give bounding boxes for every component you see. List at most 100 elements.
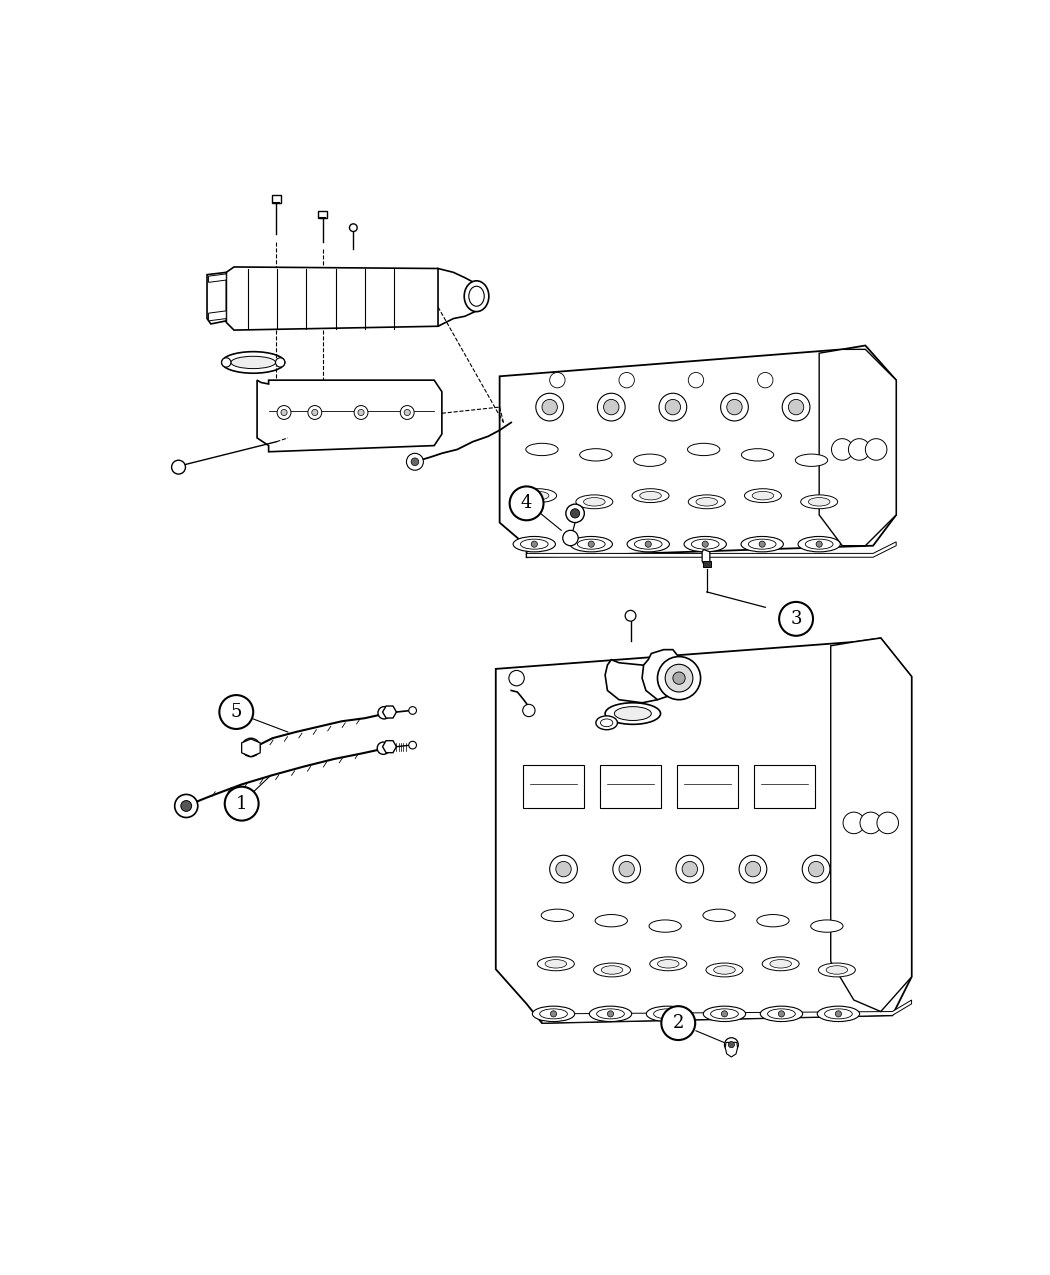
Circle shape <box>676 856 704 884</box>
Circle shape <box>377 742 390 755</box>
Circle shape <box>555 862 571 877</box>
Circle shape <box>550 372 565 388</box>
Polygon shape <box>438 269 477 326</box>
Ellipse shape <box>811 921 843 932</box>
Text: 5: 5 <box>231 703 242 722</box>
Circle shape <box>550 856 578 884</box>
Polygon shape <box>643 650 680 700</box>
Polygon shape <box>500 346 897 557</box>
Circle shape <box>779 602 813 636</box>
Ellipse shape <box>711 1009 738 1019</box>
Circle shape <box>570 509 580 518</box>
Circle shape <box>225 787 258 821</box>
Ellipse shape <box>596 1009 625 1019</box>
Text: 4: 4 <box>521 495 532 513</box>
Ellipse shape <box>706 963 743 977</box>
Circle shape <box>659 393 687 421</box>
Circle shape <box>848 439 870 460</box>
Circle shape <box>702 541 709 547</box>
Polygon shape <box>496 638 911 1023</box>
Circle shape <box>277 405 291 419</box>
Circle shape <box>588 541 594 547</box>
Circle shape <box>406 454 423 470</box>
Circle shape <box>778 1011 784 1017</box>
Circle shape <box>746 862 760 877</box>
Circle shape <box>242 738 260 756</box>
Circle shape <box>604 399 620 414</box>
Ellipse shape <box>469 286 484 306</box>
Circle shape <box>729 1042 735 1048</box>
Ellipse shape <box>521 539 548 550</box>
Ellipse shape <box>632 488 669 502</box>
Polygon shape <box>542 1000 911 1023</box>
Circle shape <box>378 706 391 719</box>
Text: 2: 2 <box>673 1014 684 1031</box>
Polygon shape <box>527 542 897 557</box>
Ellipse shape <box>650 956 687 970</box>
Circle shape <box>354 405 368 419</box>
Ellipse shape <box>714 965 735 974</box>
Ellipse shape <box>770 960 792 968</box>
Polygon shape <box>831 638 911 1011</box>
Ellipse shape <box>538 956 574 970</box>
Circle shape <box>739 856 766 884</box>
Ellipse shape <box>532 1006 574 1021</box>
Circle shape <box>724 1038 738 1052</box>
Ellipse shape <box>808 497 830 506</box>
Circle shape <box>509 486 544 520</box>
Bar <box>754 765 816 807</box>
Ellipse shape <box>464 280 489 311</box>
Ellipse shape <box>760 1006 802 1021</box>
Circle shape <box>597 393 625 421</box>
Circle shape <box>618 862 634 877</box>
Ellipse shape <box>605 703 660 724</box>
Ellipse shape <box>570 537 612 552</box>
Ellipse shape <box>741 449 774 462</box>
Ellipse shape <box>749 539 776 550</box>
Circle shape <box>408 741 417 748</box>
Circle shape <box>808 862 824 877</box>
Polygon shape <box>605 659 664 703</box>
Ellipse shape <box>824 1009 853 1019</box>
Circle shape <box>509 671 524 686</box>
Circle shape <box>860 812 882 834</box>
Bar <box>272 195 281 203</box>
Ellipse shape <box>762 956 799 970</box>
Circle shape <box>665 1011 671 1017</box>
Circle shape <box>219 695 253 729</box>
Circle shape <box>536 393 564 421</box>
Ellipse shape <box>691 539 719 550</box>
Ellipse shape <box>580 449 612 462</box>
Polygon shape <box>819 349 897 546</box>
Circle shape <box>782 393 810 421</box>
Bar <box>600 765 662 807</box>
Ellipse shape <box>527 491 549 500</box>
Circle shape <box>877 812 899 834</box>
Ellipse shape <box>593 963 630 977</box>
Ellipse shape <box>702 909 735 922</box>
Circle shape <box>400 405 414 419</box>
Circle shape <box>613 856 640 884</box>
Text: 1: 1 <box>236 794 248 812</box>
Bar <box>702 561 711 567</box>
Ellipse shape <box>639 491 662 500</box>
Circle shape <box>275 358 285 367</box>
Polygon shape <box>702 550 710 567</box>
Polygon shape <box>207 273 227 324</box>
Circle shape <box>408 706 417 714</box>
Ellipse shape <box>684 537 727 552</box>
Circle shape <box>645 541 651 547</box>
Ellipse shape <box>657 960 679 968</box>
Circle shape <box>832 439 853 460</box>
Ellipse shape <box>545 960 567 968</box>
Ellipse shape <box>752 491 774 500</box>
Ellipse shape <box>817 1006 860 1021</box>
Ellipse shape <box>805 539 833 550</box>
Circle shape <box>618 372 634 388</box>
Circle shape <box>181 801 191 811</box>
Circle shape <box>836 1011 841 1017</box>
Ellipse shape <box>540 1009 567 1019</box>
Circle shape <box>757 372 773 388</box>
Circle shape <box>563 530 579 546</box>
Circle shape <box>720 393 749 421</box>
